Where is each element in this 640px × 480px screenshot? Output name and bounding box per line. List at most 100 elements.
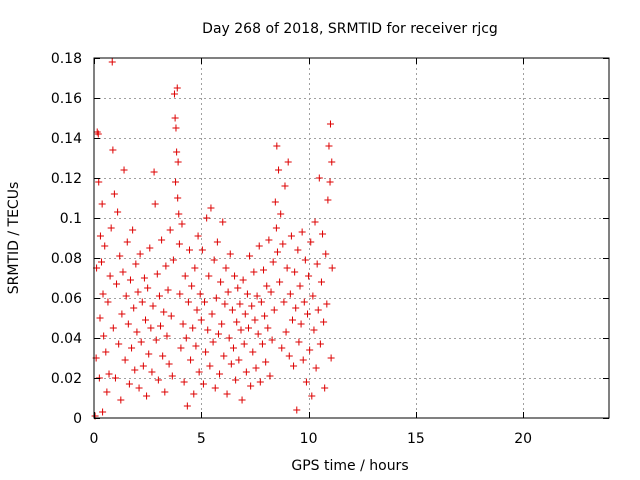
data-point [317,278,325,286]
data-point [268,336,276,344]
data-point [101,242,109,250]
data-point [138,298,146,306]
data-point [283,264,291,272]
data-point [285,352,293,360]
data-point [106,272,114,280]
data-points [91,58,336,420]
data-point [328,264,336,272]
data-point [312,364,320,372]
data-point [257,298,265,306]
data-point [173,84,181,92]
data-point [213,238,221,246]
data-point [276,278,284,286]
data-point [202,348,210,356]
data-point [263,282,271,290]
data-point [311,218,319,226]
data-point [245,324,252,332]
data-point [282,328,290,336]
data-point [248,302,256,310]
data-point [277,210,285,218]
data-point [136,250,144,258]
data-point [185,246,193,254]
data-point [272,224,280,232]
data-point [220,352,228,360]
data-point [194,232,202,240]
data-point [187,356,195,364]
data-point [207,204,215,212]
data-point [199,380,207,388]
data-point [203,214,211,222]
data-point [326,178,334,186]
data-point [132,260,140,268]
data-point [104,298,112,306]
data-point [115,340,123,348]
data-point [321,384,329,392]
y-tick-label: 0.12 [51,171,82,187]
data-point [158,236,166,244]
data-point [174,194,182,202]
y-axis-title: SRMTID / TECUs [6,182,22,295]
data-point [301,256,309,264]
data-point [216,370,224,378]
data-point [159,352,167,360]
grid-lines [94,58,609,418]
data-point [242,368,250,376]
data-point [298,228,306,236]
data-point [300,298,308,306]
data-point [179,320,187,328]
data-point [103,388,111,396]
data-point [121,356,129,364]
data-point [182,334,190,342]
y-tick-label: 0.1 [60,211,82,227]
data-point [145,350,153,358]
data-point [239,276,247,284]
data-point [217,278,225,286]
data-point [204,326,212,334]
y-tick-label: 0.18 [51,51,82,67]
data-point [246,252,254,260]
data-point [237,326,245,334]
data-point [169,256,177,264]
data-point [294,246,302,254]
data-point [148,368,156,376]
data-point [261,312,269,320]
data-point [166,226,174,234]
data-point [305,272,313,280]
data-point [308,392,316,400]
y-tick-label: 0.06 [51,291,82,307]
data-point [130,304,138,312]
data-point [183,402,191,410]
data-point [208,310,216,318]
data-point [118,310,126,318]
data-point [133,328,141,336]
data-point [233,318,241,326]
data-point [214,330,222,338]
data-point [269,258,277,266]
y-tick-label: 0 [73,411,82,427]
data-point [98,258,106,266]
data-point [267,288,275,296]
x-axis-title: GPS time / hours [291,458,408,474]
data-point [281,182,289,190]
data-point [307,238,315,246]
x-tick-label: 20 [514,431,532,447]
data-point [302,378,310,386]
y-tick-label: 0.08 [51,251,82,267]
data-point [265,236,273,244]
data-point [227,360,235,368]
data-point [232,376,240,384]
data-point [270,306,278,314]
data-point [135,384,143,392]
data-point [315,174,323,182]
data-point [290,362,298,370]
data-point [266,372,274,380]
data-point [100,332,108,340]
data-point [109,324,117,332]
data-point [296,282,304,290]
y-tick-label: 0.04 [51,331,82,347]
data-point [218,320,226,328]
data-point [134,288,142,296]
data-point [316,340,324,348]
data-point [110,190,118,198]
